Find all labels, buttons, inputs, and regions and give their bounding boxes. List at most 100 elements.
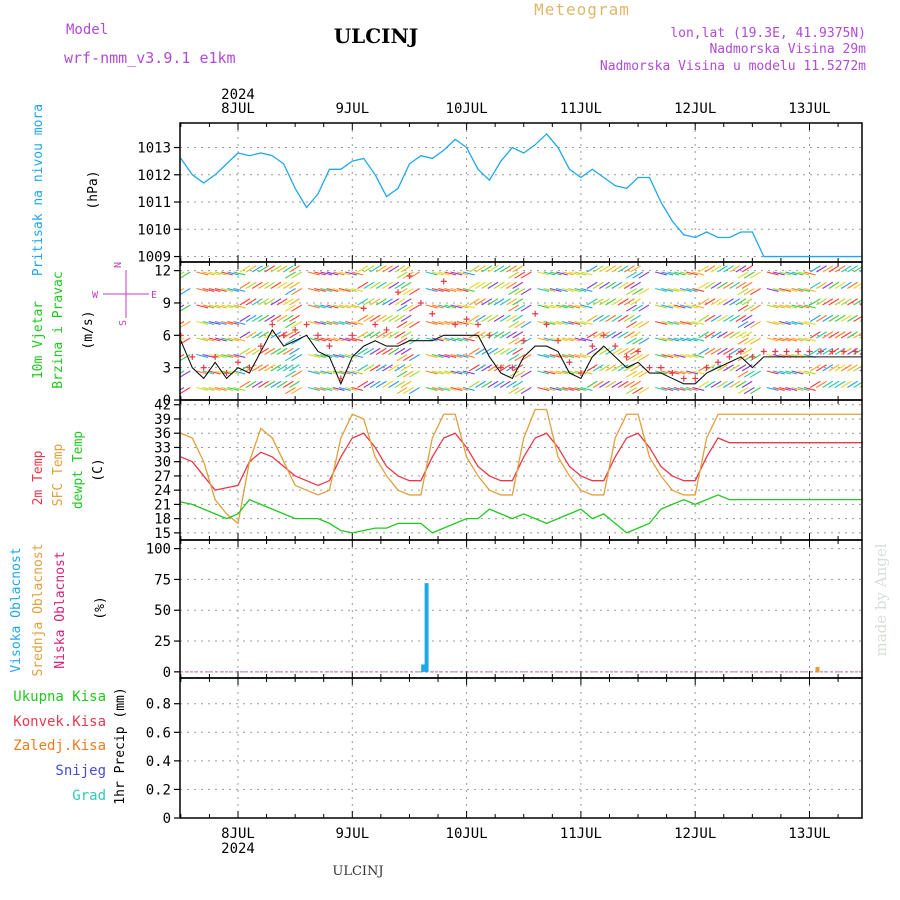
wind-arrow — [716, 364, 728, 372]
wind-arrow — [543, 287, 556, 293]
wind-arrow — [512, 281, 524, 289]
gust-marker — [840, 348, 847, 355]
wind-arrow — [779, 337, 791, 342]
top-day-label: 8JUL — [221, 101, 255, 117]
wind-arrow — [729, 347, 741, 355]
wind-arrow — [221, 304, 233, 309]
wind-arrow — [499, 331, 511, 339]
top-day-label: 12JUL — [674, 101, 716, 117]
wind-arrow — [388, 364, 400, 372]
wind-arrow — [239, 331, 251, 339]
y-tick-label: 0 — [163, 665, 171, 681]
wind-arrow — [592, 314, 604, 322]
wind-arrow — [438, 370, 450, 375]
panel-frame — [179, 399, 863, 541]
wind-arrow — [520, 304, 532, 312]
footer-station: ULCINJ — [332, 864, 383, 879]
wind-arrow — [840, 281, 852, 289]
wind-arrow — [499, 364, 511, 372]
y-tick-label: 24 — [154, 483, 171, 499]
wind-arrow — [586, 281, 598, 289]
chart-title: ULCINJ — [334, 24, 419, 48]
y-tick-label: 36 — [154, 426, 171, 442]
wind-arrow — [549, 287, 562, 293]
wind-arrow — [180, 370, 191, 378]
wind-arrow — [686, 271, 698, 276]
wind-arrow — [735, 314, 747, 322]
wind-arrow — [499, 314, 511, 322]
bottom-day-label: 13JUL — [788, 826, 830, 842]
wind-arrow — [537, 370, 550, 375]
wind-arrow — [686, 304, 698, 309]
wind-arrow — [291, 271, 303, 279]
wind-arrow — [574, 353, 587, 359]
pressure-axis-labels: Pritisak na nivou mora (hPa) — [31, 104, 101, 276]
wind-arrow — [723, 331, 734, 339]
wind-arrow — [772, 271, 785, 276]
wind-arrow — [462, 337, 475, 342]
wind-arrow — [394, 298, 406, 306]
wind-arrow — [737, 354, 749, 362]
wind-arrow — [270, 364, 282, 372]
wind-arrow — [239, 347, 251, 355]
wind-arrow — [716, 265, 728, 273]
wind-arrow — [400, 364, 412, 372]
wind-arrow — [357, 281, 369, 289]
wind-arrow — [481, 314, 493, 322]
wind-arrow — [605, 265, 617, 273]
wind-arrow — [555, 287, 568, 293]
wind-arrow — [314, 370, 326, 375]
wind-arrow — [562, 353, 574, 359]
wind-arrow — [750, 271, 761, 279]
cloud-label-low: Niska Oblacnost — [53, 551, 68, 668]
wind-arrow — [475, 281, 486, 289]
wind-arrow — [394, 281, 406, 289]
wind-arrow — [369, 281, 381, 289]
wind-arrow — [276, 314, 288, 322]
wind-arrow — [264, 364, 276, 372]
wind-arrow — [394, 347, 406, 355]
gust-marker — [280, 332, 287, 339]
series-line — [180, 132, 862, 258]
wind-arrow — [444, 304, 457, 309]
wind-arrow — [772, 337, 785, 342]
wind-arrow — [307, 353, 320, 359]
wind-arrow — [180, 304, 185, 309]
wind-arrow — [772, 287, 785, 293]
wind-arrow — [357, 265, 369, 273]
wind-arrow — [499, 298, 511, 306]
wind-arrow — [196, 370, 209, 375]
wind-arrow — [369, 364, 381, 372]
wind-arrow — [555, 320, 568, 326]
wind-arrow — [592, 331, 604, 339]
wind-arrow — [493, 298, 505, 306]
temp-label-dewpt: dewpt Temp — [71, 431, 86, 509]
wind-arrow — [468, 380, 480, 388]
wind-arrow — [382, 281, 393, 289]
wind-arrow — [508, 288, 520, 296]
wind-arrow — [506, 380, 517, 388]
wind-arrow — [444, 370, 457, 375]
wind-arrow — [626, 304, 637, 312]
wind-arrow — [208, 271, 221, 276]
wind-arrow — [626, 370, 637, 378]
wind-arrow — [369, 380, 381, 388]
wind-arrow — [750, 288, 761, 296]
gust-marker — [383, 326, 390, 333]
wind-arrow — [196, 271, 209, 276]
wind-arrow — [450, 320, 463, 326]
wind-arrow — [276, 265, 288, 273]
wind-arrow — [661, 337, 674, 342]
wind-arrow — [704, 281, 716, 289]
wind-arrow — [456, 353, 469, 359]
wind-arrow — [508, 271, 520, 279]
wind-arrow — [698, 265, 710, 273]
wind-arrow — [251, 331, 263, 339]
wind-arrow — [716, 347, 728, 355]
wind-arrow — [351, 271, 364, 276]
wind-arrow — [338, 304, 351, 309]
wind-arrow — [208, 304, 221, 309]
wind-arrow — [847, 380, 858, 388]
wind-arrow — [264, 281, 276, 289]
